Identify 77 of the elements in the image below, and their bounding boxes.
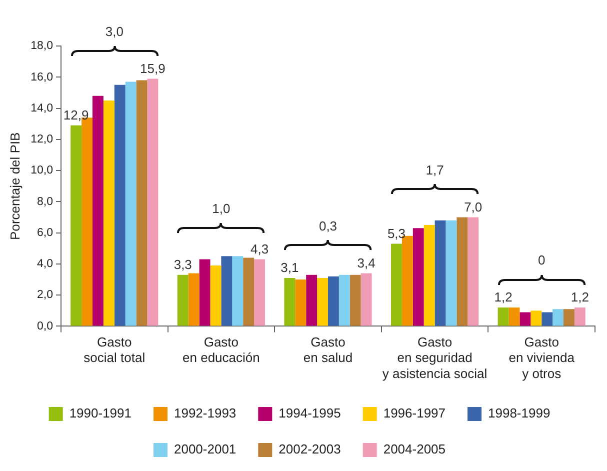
bar bbox=[412, 228, 424, 326]
legend-label: 1990-1991 bbox=[69, 406, 132, 421]
bar bbox=[424, 225, 435, 326]
legend-label: 2000-2001 bbox=[174, 442, 236, 457]
data-label: 5,3 bbox=[387, 226, 406, 241]
annotation: 1,7 bbox=[426, 162, 444, 178]
bar bbox=[552, 309, 564, 326]
bar bbox=[434, 220, 446, 326]
bar bbox=[317, 278, 328, 326]
data-label: 4,3 bbox=[250, 241, 269, 256]
legend-label: 2002-2003 bbox=[278, 442, 341, 457]
y-tick-label: 10,0 bbox=[30, 164, 53, 177]
y-tick-label: 4,0 bbox=[36, 258, 53, 270]
bar bbox=[221, 256, 232, 326]
data-label: 12,9 bbox=[63, 107, 89, 122]
data-label: 7,0 bbox=[464, 199, 482, 214]
bar bbox=[306, 274, 318, 326]
bar bbox=[350, 274, 361, 326]
bar bbox=[446, 220, 457, 326]
bar bbox=[125, 82, 136, 326]
y-tick-label: 8,0 bbox=[36, 196, 53, 208]
data-label: 3,1 bbox=[280, 260, 299, 276]
y-tick-label: 18,0 bbox=[30, 40, 53, 52]
y-tick-label: 2,0 bbox=[36, 289, 53, 302]
bar bbox=[563, 309, 574, 326]
legend-label: 1996-1997 bbox=[383, 406, 446, 421]
bar bbox=[136, 80, 148, 326]
data-label: 3,4 bbox=[357, 255, 376, 270]
data-label: 1,2 bbox=[494, 290, 512, 305]
legend-label: 1994-1995 bbox=[278, 406, 341, 421]
bar bbox=[542, 312, 553, 326]
bar bbox=[210, 265, 222, 326]
bar bbox=[147, 78, 158, 326]
bar bbox=[284, 278, 296, 326]
legend-label: 2004-2005 bbox=[383, 442, 446, 457]
bar bbox=[254, 259, 265, 326]
bar bbox=[199, 259, 210, 326]
bar bbox=[328, 276, 339, 326]
x-tick-label: Gasto en seguridad y asistencia social bbox=[382, 334, 488, 381]
bar bbox=[70, 125, 82, 326]
y-tick-label: 14,0 bbox=[30, 102, 53, 114]
bar bbox=[574, 308, 586, 326]
annotation: 0,3 bbox=[318, 218, 338, 234]
bar bbox=[530, 310, 542, 326]
y-tick-label: 16,0 bbox=[30, 71, 53, 84]
x-tick-label: Gasto en educación bbox=[182, 334, 260, 366]
x-tick-label: Gasto en vivienda y otros bbox=[508, 334, 576, 381]
bar bbox=[188, 273, 200, 326]
y-tick-label: 6,0 bbox=[36, 226, 53, 239]
bar bbox=[232, 256, 244, 326]
x-tick-label: Gasto en salud bbox=[303, 334, 353, 366]
bar bbox=[391, 244, 402, 326]
bar bbox=[338, 274, 350, 326]
x-tick-label: Gasto social total bbox=[84, 334, 146, 366]
annotation: 1,0 bbox=[212, 201, 230, 216]
bar bbox=[508, 308, 520, 326]
bar bbox=[520, 312, 531, 326]
bar bbox=[468, 217, 479, 326]
bar bbox=[360, 273, 372, 326]
bar bbox=[103, 100, 114, 326]
data-label: 3,3 bbox=[174, 256, 192, 272]
legend-label: 1998-1999 bbox=[488, 406, 550, 421]
bar bbox=[295, 280, 306, 326]
bar bbox=[114, 84, 126, 326]
annotation: 0 bbox=[538, 252, 546, 268]
bar bbox=[456, 217, 468, 326]
text: 3,0 bbox=[105, 24, 124, 39]
y-tick-label: 12,0 bbox=[30, 134, 53, 146]
data-label: 1,2 bbox=[570, 290, 589, 305]
bar bbox=[92, 96, 104, 326]
y-axis-title: Porcentaje del PIB bbox=[7, 132, 22, 240]
bar bbox=[498, 308, 509, 326]
y-tick-label: 0,0 bbox=[36, 320, 53, 332]
legend-label: 1992-1993 bbox=[174, 406, 236, 421]
data-label: 15,9 bbox=[140, 60, 166, 76]
bar bbox=[243, 258, 254, 326]
bar bbox=[177, 274, 188, 326]
